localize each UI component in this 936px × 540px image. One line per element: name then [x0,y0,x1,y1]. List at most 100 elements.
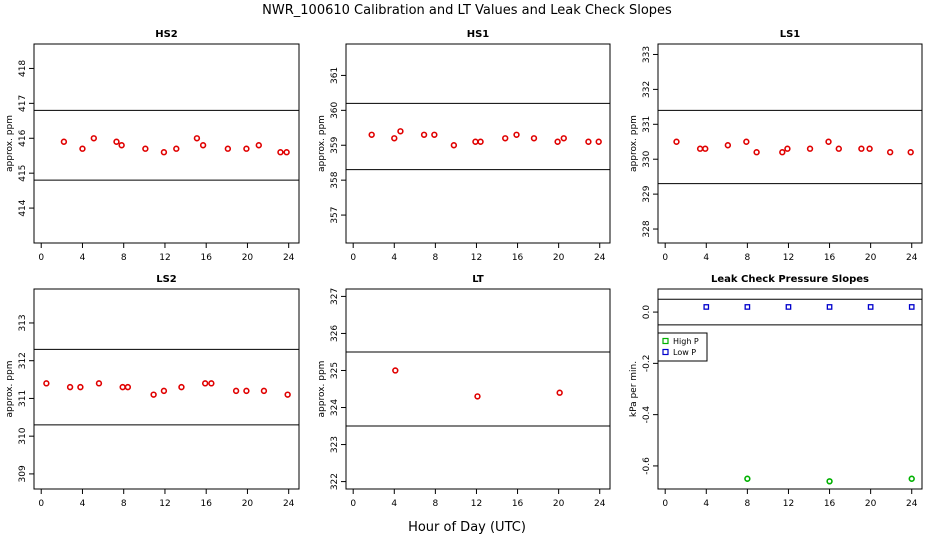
x-tick-label: 0 [38,499,44,509]
plot-frame [33,288,300,490]
y-tick-label: 322 [330,473,340,490]
data-point [66,383,74,391]
y-tick-label: 360 [330,101,340,118]
legend-label: Low P [673,348,696,357]
panel-0: HS2 0 4 8 12 16 20 24 414 415 416 417 418 approx. ppm [5,29,300,263]
data-point [866,145,873,152]
data-point [784,145,791,152]
y-tick-label: -0.4 [642,406,652,424]
plot-frame [345,43,611,244]
data-point [450,142,458,149]
x-tick-label: 0 [38,253,44,263]
y-tick-label: -0.2 [642,355,652,373]
y-tick-label: 416 [18,129,28,146]
y-tick-label: 331 [642,116,652,133]
data-point [224,145,232,152]
legend-box [657,332,708,362]
data-point [113,138,120,145]
data-point [595,138,602,145]
data-point [142,145,149,152]
y-tick-label: 311 [18,390,28,407]
data-point [477,138,484,145]
x-tick-label: 4 [80,499,86,509]
data-point [825,138,832,145]
x-tick-label: 8 [745,253,751,263]
panel-4: LT 0 4 8 12 16 20 24 322 323 324 325 326 327 approx. p… [317,274,611,509]
data-point [502,135,509,142]
y-tick-label: 310 [18,427,28,444]
data-point [90,135,98,142]
data-point [420,131,428,138]
y-tick-label: 358 [330,171,340,188]
data-point [806,145,814,152]
x-tick-label: 8 [121,253,127,263]
data-point [908,304,915,310]
y-tick-label: 332 [642,81,652,98]
y-tick-label: 333 [642,46,652,63]
panel-title: HS1 [467,29,490,40]
panel-title: Leak Check Pressure Slopes [711,274,869,285]
plot-frame [657,43,923,244]
data-point [835,145,842,152]
figure-xlabel: Hour of Day (UTC) [408,520,526,535]
x-tick-label: 0 [662,499,668,509]
data-point [95,380,103,387]
data-point [243,145,250,152]
figure-title: NWR_100610 Calibration and LT Values and… [262,3,672,18]
data-point [178,383,185,391]
panel-title: LS2 [156,274,177,285]
data-point [392,367,399,374]
data-point [193,135,201,142]
plot-frame [345,288,611,490]
x-tick-label: 20 [865,499,877,509]
data-point [243,387,250,395]
y-axis-label: approx. ppm [317,115,327,172]
y-tick-label: 312 [18,352,28,369]
data-point [160,387,168,395]
data-point [907,149,914,156]
x-tick-label: 4 [80,253,86,263]
data-point [43,380,50,387]
data-point [150,391,157,398]
data-point [673,138,680,145]
data-point [277,149,284,156]
x-tick-label: 16 [824,253,836,263]
data-point [232,387,240,395]
data-point [585,138,592,145]
data-point [908,475,915,482]
x-tick-label: 4 [703,499,709,509]
data-point [554,138,561,145]
y-tick-label: 330 [642,150,652,167]
y-tick-label: 361 [330,67,340,84]
data-point [173,145,180,152]
y-tick-label: -0.6 [642,457,652,475]
panel-title: LT [472,274,484,285]
data-point [858,145,865,152]
data-point [199,142,207,149]
legend-marker [662,348,669,356]
y-tick-label: 309 [18,465,28,482]
y-tick-label: 323 [330,436,340,453]
x-tick-label: 16 [824,499,836,509]
x-tick-label: 0 [350,499,356,509]
data-point [208,380,215,387]
x-tick-label: 16 [200,253,212,263]
panel-title: HS2 [155,29,178,40]
x-tick-label: 0 [662,253,668,263]
data-point [472,138,479,145]
x-tick-label: 24 [283,253,295,263]
y-tick-label: 325 [330,362,340,379]
panel-5: Leak Check Pressure Slopes 0 4 8 12 16 20 24 -0.… [629,274,923,509]
legend: High P Low P [657,332,708,362]
x-tick-label: 20 [242,499,254,509]
x-tick-label: 8 [121,499,127,509]
x-tick-label: 20 [553,253,565,263]
x-tick-label: 16 [200,499,212,509]
x-tick-label: 24 [906,253,918,263]
legend-label: High P [673,337,699,346]
x-tick-label: 20 [865,253,877,263]
data-point [283,149,290,156]
data-point [431,131,438,138]
y-tick-label: 415 [18,165,28,182]
y-tick-label: 324 [330,399,340,416]
